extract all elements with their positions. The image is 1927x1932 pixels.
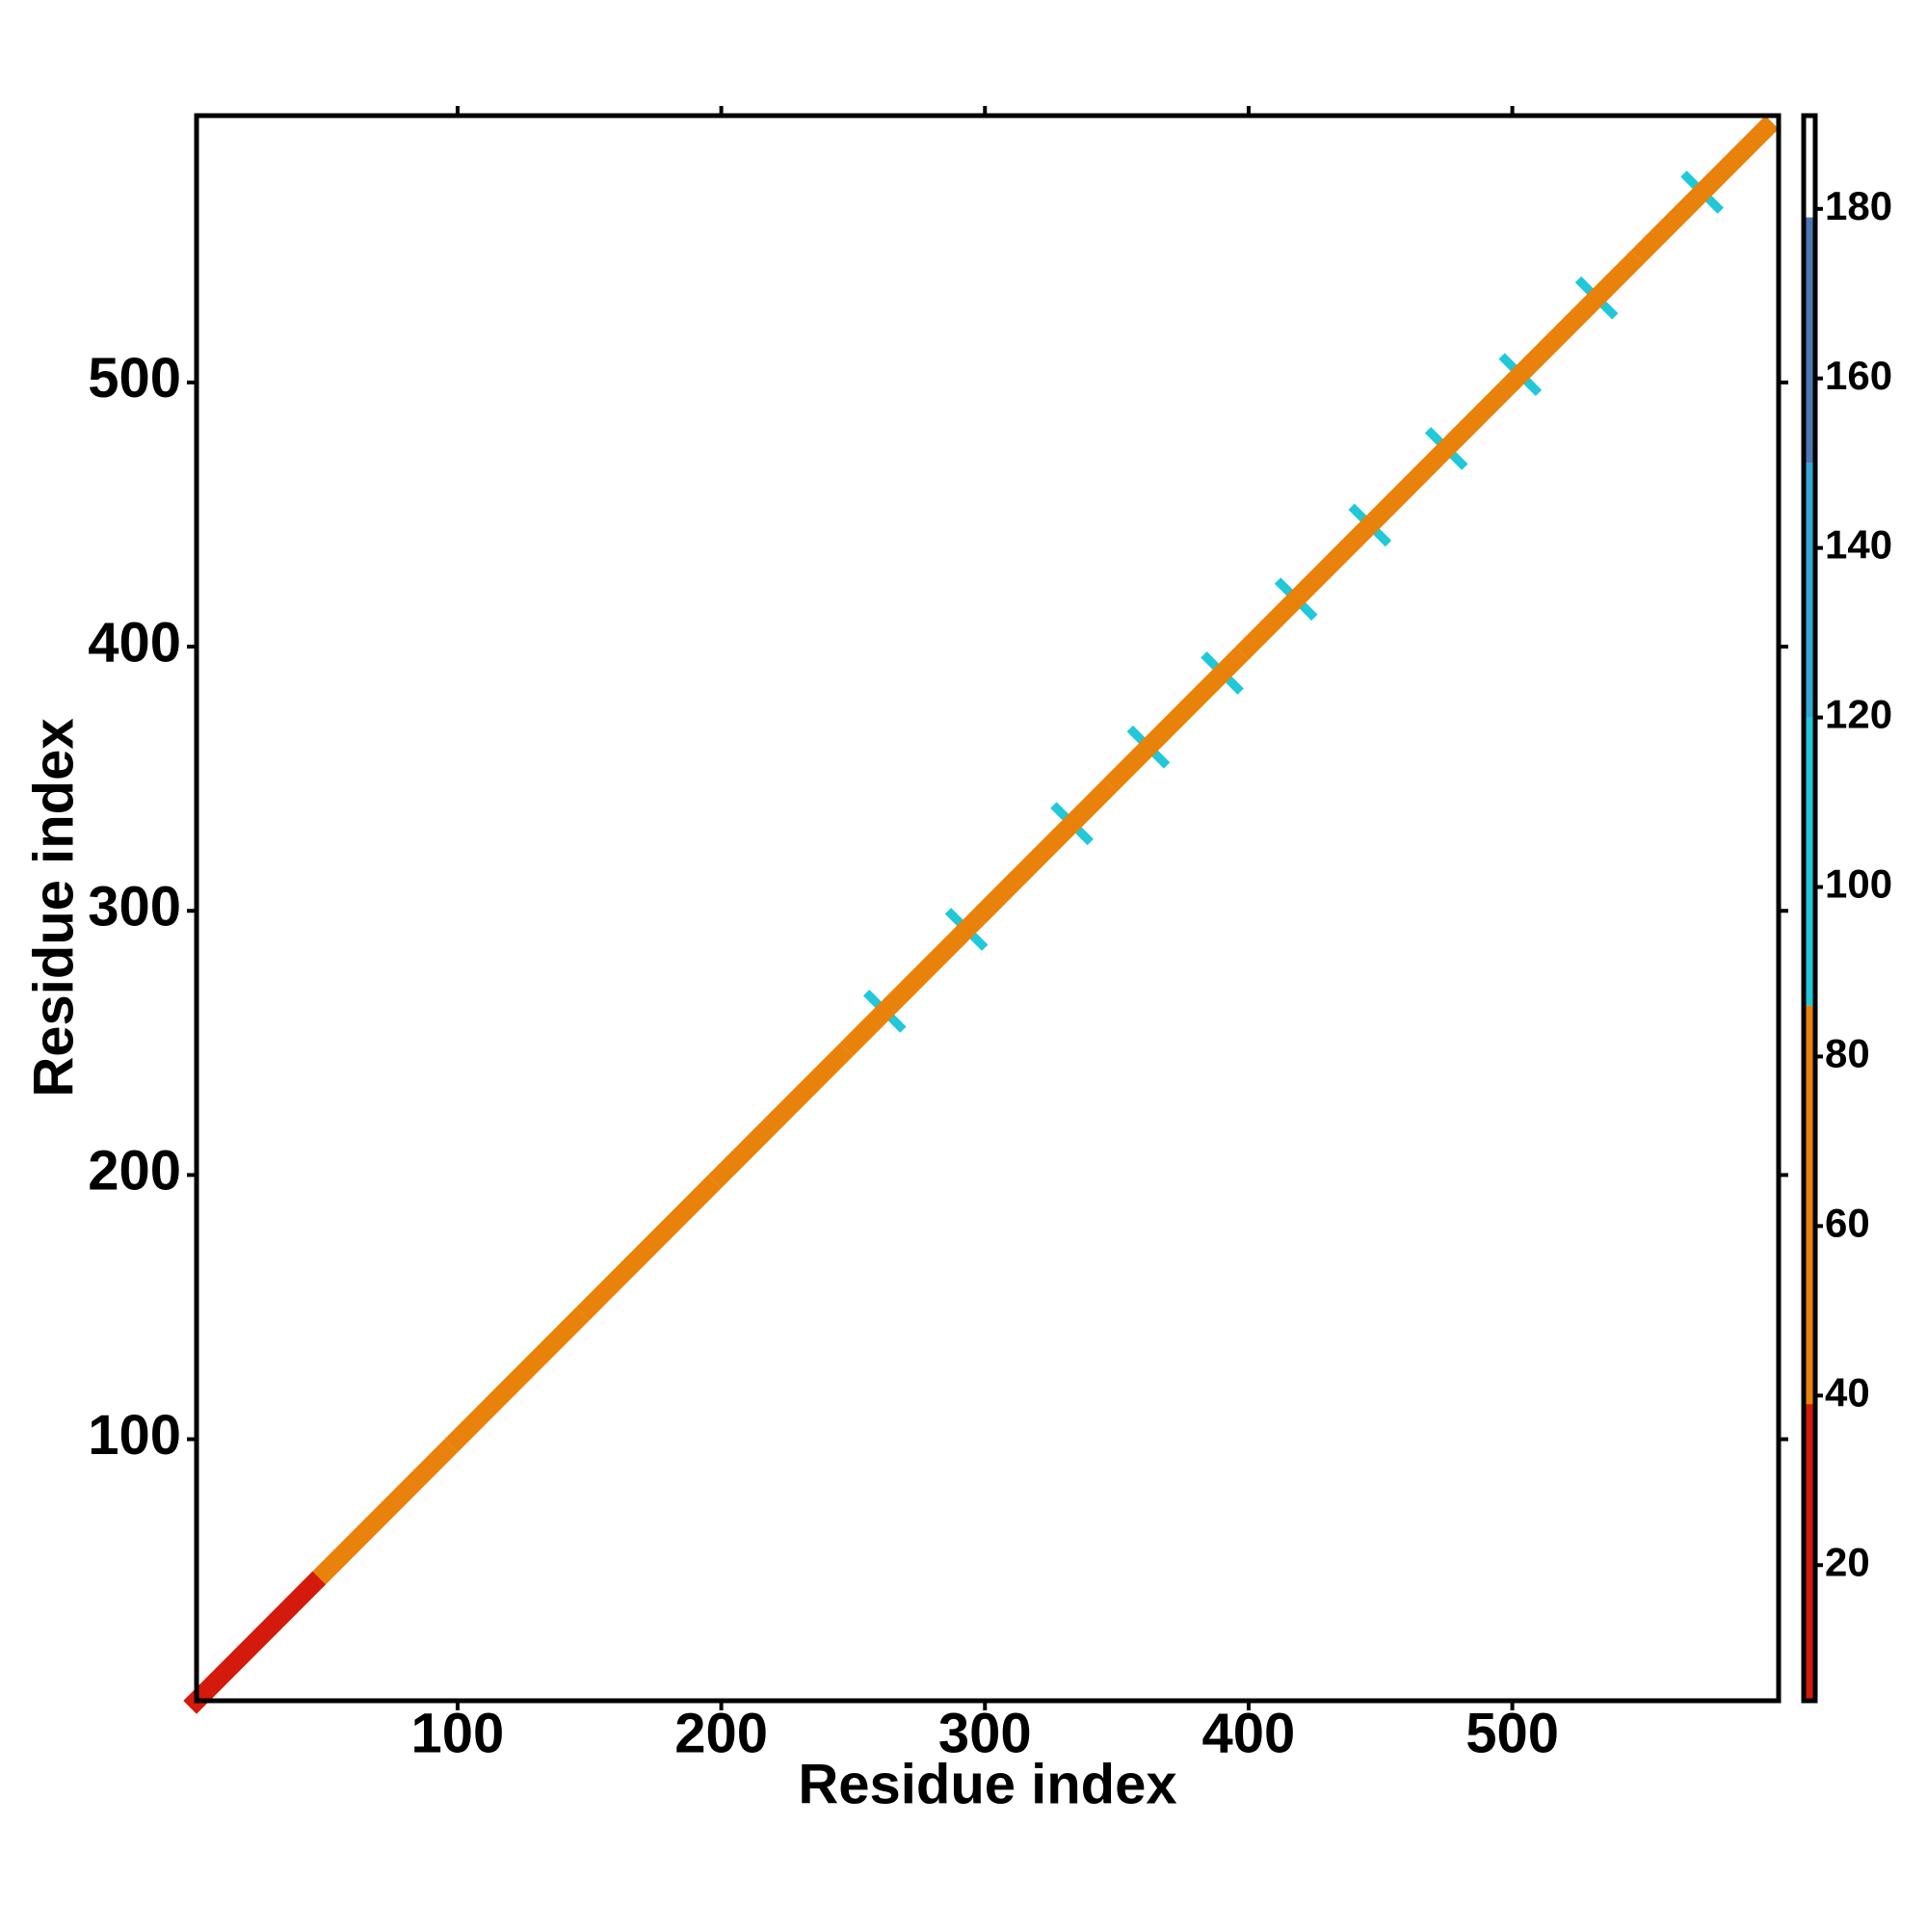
x-tick-label: 300 bbox=[938, 1702, 1032, 1764]
colorbar-tick-label: 40 bbox=[1825, 1369, 1870, 1415]
plot-frame bbox=[194, 113, 1782, 1704]
colorbar-tick-label: 180 bbox=[1825, 183, 1892, 228]
colorbar-tick-label: 120 bbox=[1825, 692, 1892, 737]
x-tick-label: 500 bbox=[1465, 1702, 1559, 1764]
colorbar-band bbox=[1804, 217, 1815, 463]
colorbar-tick-label: 80 bbox=[1825, 1031, 1870, 1076]
diagonal-segment bbox=[1630, 116, 1779, 264]
y-tick-label: 500 bbox=[88, 347, 181, 410]
colorbar-tick-label: 20 bbox=[1825, 1539, 1870, 1584]
colorbar-band bbox=[1804, 717, 1815, 1006]
colorbar-band bbox=[1804, 1005, 1815, 1405]
colorbar-tick-label: 140 bbox=[1825, 522, 1892, 568]
x-axis-title: Residue index bbox=[798, 1753, 1176, 1815]
diagonal-segment bbox=[1103, 647, 1249, 792]
x-tick-label: 400 bbox=[1202, 1702, 1296, 1764]
x-tick-label: 200 bbox=[674, 1702, 768, 1764]
x-tick-label: 100 bbox=[411, 1702, 505, 1764]
colorbar-tick-label: 60 bbox=[1825, 1200, 1870, 1245]
diagonal-segment bbox=[1367, 382, 1513, 528]
y-tick-label: 100 bbox=[88, 1404, 181, 1467]
colorbar-tick-label: 160 bbox=[1825, 353, 1892, 398]
diagonal-segment bbox=[576, 1175, 722, 1321]
y-tick-label: 200 bbox=[88, 1140, 181, 1203]
y-tick-label: 400 bbox=[88, 611, 181, 674]
y-tick-label: 300 bbox=[88, 876, 181, 939]
y-axis-title: Residue index bbox=[22, 718, 85, 1097]
diagonal-segment bbox=[1235, 514, 1381, 660]
diagonal-segment bbox=[444, 1307, 590, 1453]
colorbar-tick-label: 100 bbox=[1825, 861, 1892, 907]
diagonal-segment bbox=[183, 1571, 327, 1714]
diagonal-segment bbox=[312, 1439, 458, 1585]
diagonal-segment bbox=[707, 1043, 854, 1189]
diagonal-segment bbox=[1498, 250, 1645, 396]
colorbar-band bbox=[1804, 116, 1815, 218]
colorbar-frame bbox=[1801, 113, 1818, 1704]
diagonal-segment bbox=[839, 911, 986, 1057]
diagonal-segment bbox=[971, 779, 1118, 924]
colorbar-band bbox=[1804, 463, 1815, 718]
colorbar-band bbox=[1804, 1404, 1815, 1701]
